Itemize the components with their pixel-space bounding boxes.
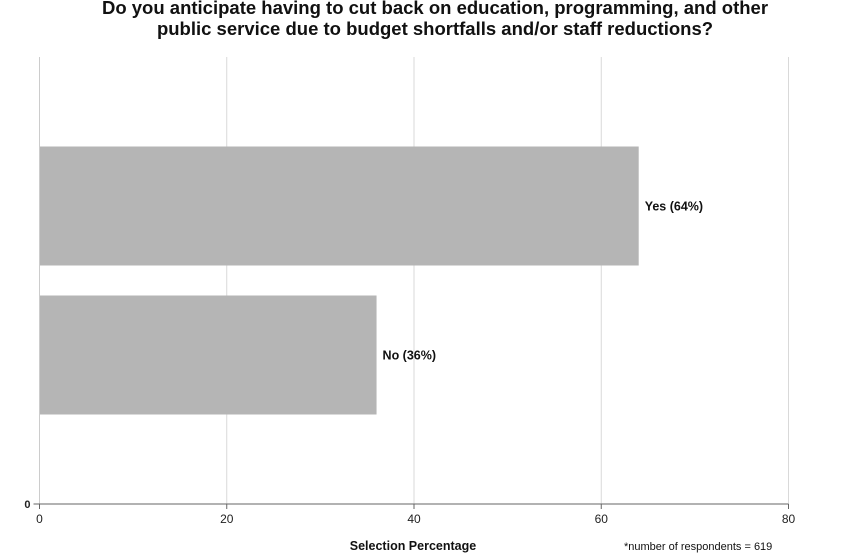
x-tick-label-60: 60 (595, 512, 609, 526)
x-tick-label-40: 40 (407, 512, 421, 526)
bar-yes (39, 146, 639, 266)
data-labels: Yes (64%) No (36%) (383, 200, 704, 363)
y-tick-label-0: 0 (24, 499, 30, 511)
gridlines (226, 57, 789, 504)
respondents-footnote: *number of respondents = 619 (624, 541, 773, 553)
chart-title-line-1: Do you anticipate having to cut back on … (101, 0, 769, 18)
x-tick-label-0: 0 (36, 512, 43, 526)
chart-title: Do you anticipate having to cut back on … (0, 0, 842, 39)
data-label-yes: Yes (64%) (645, 200, 703, 214)
bars (39, 146, 639, 415)
axes: 0 20 40 60 80 0 (24, 57, 795, 526)
chart-title-line-2: public service due to budget shortfalls … (156, 18, 714, 39)
bar-no (39, 295, 377, 415)
x-tick-label-80: 80 (782, 512, 796, 526)
x-tick-label-20: 20 (220, 512, 234, 526)
data-label-no: No (36%) (383, 349, 436, 363)
x-axis-label: Selection Percentage (350, 539, 476, 553)
